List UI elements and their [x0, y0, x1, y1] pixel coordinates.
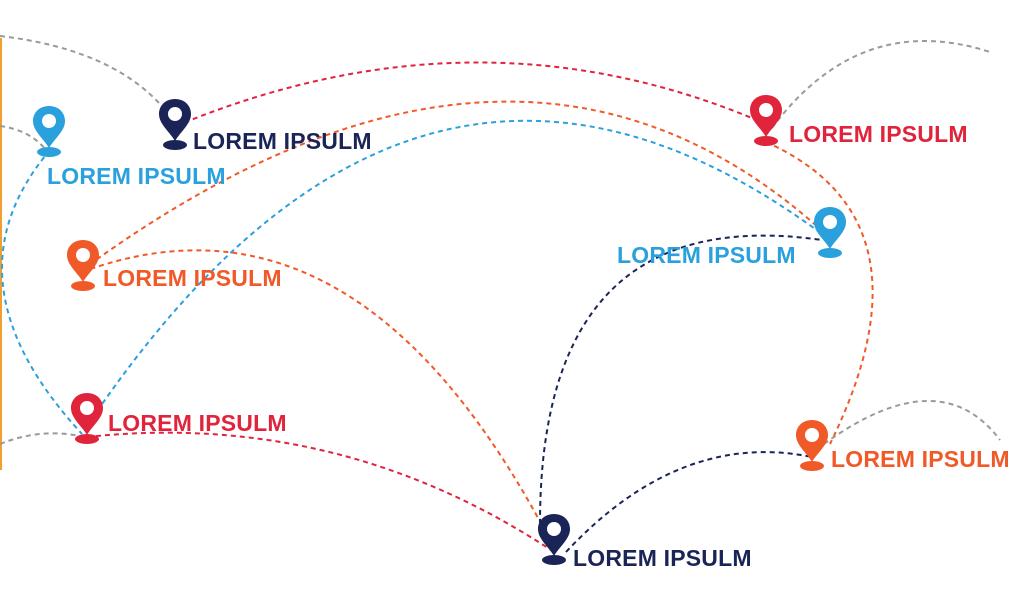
pin-hole: [76, 248, 90, 262]
route-gray-bottom-left: [0, 432, 81, 445]
map-pin-icon[interactable]: [31, 104, 67, 158]
map-pin-icon[interactable]: [65, 238, 101, 292]
pin-base: [818, 248, 842, 258]
route-navy-arc-2: [565, 451, 813, 553]
pin-label-orange-right: LOREM IPSULM: [831, 446, 1010, 472]
pin-hole: [80, 401, 94, 415]
route-navy-arc-1: [539, 234, 823, 525]
map-pin-icon[interactable]: [536, 512, 572, 566]
pin-label-blue-right: LOREM IPSULM: [617, 242, 796, 268]
map-pin-icon[interactable]: [748, 93, 784, 147]
route-red-top-arc: [175, 61, 767, 127]
pin-label-navy-top: LOREM IPSULM: [193, 128, 372, 154]
map-pin-icon[interactable]: [69, 391, 105, 445]
route-gray-top-left: [0, 35, 171, 117]
route-gray-bottom-right: [823, 400, 1001, 445]
route-orange-bottom-arc: [81, 249, 555, 549]
pin-hole: [168, 107, 182, 121]
pin-hole: [759, 103, 773, 117]
route-blue-mid-arc: [86, 119, 831, 427]
map-pin-icon[interactable]: [812, 205, 848, 259]
route-blue-left-arc: [1, 149, 83, 435]
pin-base: [542, 555, 566, 565]
pin-hole: [823, 215, 837, 229]
pin-label-blue-top-left: LOREM IPSULM: [47, 163, 226, 189]
pin-hole: [805, 428, 819, 442]
pin-base: [163, 140, 187, 150]
pin-base: [71, 281, 95, 291]
route-red-bottom-arc: [86, 431, 555, 553]
pin-label-red-left: LOREM IPSULM: [108, 410, 287, 436]
route-gray-top-right: [771, 40, 991, 129]
pin-hole: [42, 114, 56, 128]
map-pin-icon[interactable]: [794, 418, 830, 472]
pin-base: [754, 136, 778, 146]
pin-base: [75, 434, 99, 444]
pin-label-navy-bottom: LOREM IPSULM: [573, 545, 752, 571]
route-gray-top-left-b: [0, 125, 47, 151]
pin-label-red-top-right: LOREM IPSULM: [789, 121, 968, 147]
map-pin-icon[interactable]: [157, 97, 193, 151]
pin-hole: [547, 522, 561, 536]
route-orange-right-arc: [765, 141, 874, 445]
pin-label-orange-left: LOREM IPSULM: [103, 265, 282, 291]
route-orange-top-arc: [81, 100, 831, 271]
left-edge-rule: [0, 38, 2, 470]
pin-base: [800, 461, 824, 471]
pin-base: [37, 147, 61, 157]
